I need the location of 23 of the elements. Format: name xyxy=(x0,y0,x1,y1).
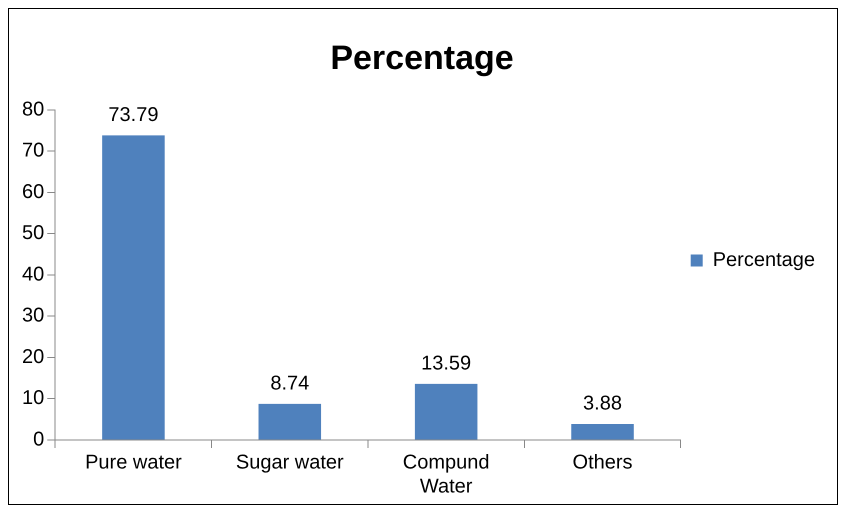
bar xyxy=(102,135,165,440)
y-tick-label: 40 xyxy=(22,263,44,286)
y-tick-label: 20 xyxy=(22,346,44,368)
y-tick-label: 50 xyxy=(22,222,44,244)
bar xyxy=(258,404,322,440)
y-tick-label: 10 xyxy=(22,387,44,410)
y-tick-label: 30 xyxy=(22,304,44,327)
bar xyxy=(571,424,634,440)
x-tick-label: Pure water xyxy=(85,452,182,474)
data-label: 3.88 xyxy=(583,392,622,414)
chart-title: Percentage xyxy=(330,38,514,77)
data-label: 13.59 xyxy=(421,352,472,374)
legend-label: Percentage xyxy=(712,249,815,272)
x-tick-label: Sugar water xyxy=(236,452,344,474)
y-tick-label: 0 xyxy=(33,428,44,451)
y-tick-label: 60 xyxy=(22,180,44,203)
data-label: 8.74 xyxy=(270,372,310,394)
y-tick-label: 70 xyxy=(22,140,44,162)
x-tick-label: Compund Water xyxy=(402,452,490,498)
x-tick-label: Others xyxy=(572,452,633,474)
bar xyxy=(414,384,478,440)
y-tick-label: 80 xyxy=(22,98,44,120)
data-label: 73.79 xyxy=(108,104,158,126)
